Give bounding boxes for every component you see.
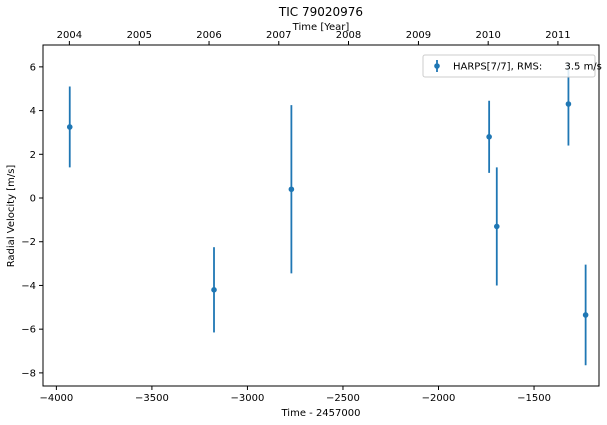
y-tick-label: 2 <box>30 150 36 161</box>
chart-title: TIC 79020976 <box>278 5 363 19</box>
x-tick-label: −2000 <box>422 393 456 404</box>
top-year-tick-label: 2010 <box>475 30 500 41</box>
data-point <box>493 223 500 230</box>
x-tick-label: −3500 <box>135 393 169 404</box>
plot-frame <box>42 44 600 387</box>
legend-marker-point <box>434 63 440 69</box>
top-year-tick-label: 2007 <box>266 30 291 41</box>
marks-layer: −4000 −3500 −3000 −2500 −2000 −1500 −8 −6 −4 −2 0 2… <box>21 30 602 404</box>
data-point <box>66 124 73 130</box>
x-tick-label: −1500 <box>517 393 551 404</box>
top-year-tick-label: 2006 <box>196 30 221 41</box>
top-year-tick-label: 2009 <box>406 30 431 41</box>
x-axis-label: Time - 2457000 <box>281 408 361 419</box>
y-tick-label: −6 <box>21 325 36 336</box>
top-year-tick-label: 2004 <box>57 30 82 41</box>
y-tick-label: 4 <box>30 106 36 117</box>
data-point <box>565 101 572 107</box>
y-tick-label: −4 <box>21 281 36 292</box>
data-point <box>486 134 492 140</box>
y-tick-label: −8 <box>21 368 36 379</box>
y-tick-label: −2 <box>21 237 36 248</box>
top-year-tick-label: 2011 <box>545 30 570 41</box>
data-point <box>211 287 217 293</box>
x-tick-label: −4000 <box>39 393 73 404</box>
legend-box <box>422 54 596 78</box>
data-point <box>288 186 295 193</box>
top-year-tick-label: 2005 <box>127 30 152 41</box>
x-tick-label: −3000 <box>231 393 265 404</box>
x-tick-label: −2500 <box>326 393 360 404</box>
legend-label: HARPS[7/7], RMS: 3.5 m/s <box>453 62 602 73</box>
top-axis-label: Time [Year] <box>292 22 350 33</box>
y-tick-label: 0 <box>30 194 36 205</box>
top-year-tick-label: 2008 <box>336 30 361 41</box>
y-axis-label: Radial Velocity [m/s] <box>6 165 17 268</box>
data-point <box>582 312 589 318</box>
y-tick-label: 6 <box>30 62 36 73</box>
